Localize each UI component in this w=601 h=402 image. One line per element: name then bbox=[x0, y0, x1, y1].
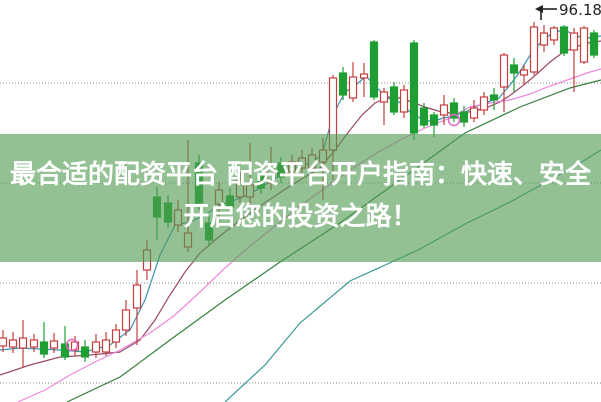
promo-banner: 最合适的配资平台 配资平台开户指南：快速、安全 开启您的投资之路！ bbox=[0, 134, 601, 262]
banner-subtitle: 开启您的投资之路！ bbox=[183, 202, 418, 232]
banner-title: 最合适的配资平台 配资平台开户指南：快速、安全 bbox=[9, 160, 592, 190]
price-annotation-label: 96.18 bbox=[559, 1, 601, 19]
price-annotation: 96.18 bbox=[534, 0, 601, 20]
left-arrow-icon bbox=[535, 5, 557, 20]
